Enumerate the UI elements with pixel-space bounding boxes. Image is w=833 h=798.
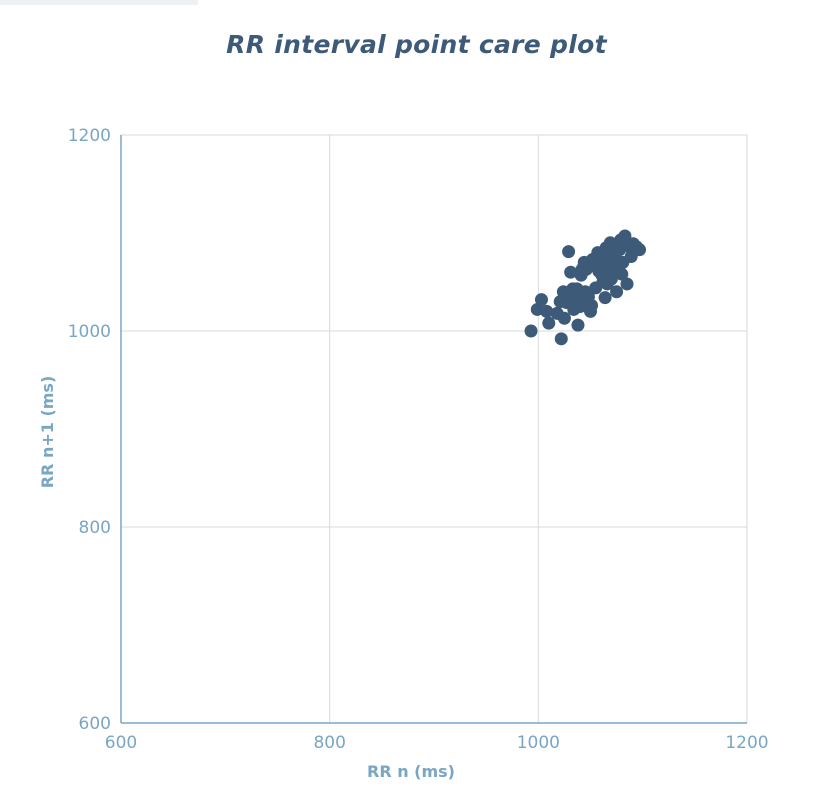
data-point	[620, 277, 634, 291]
data-point	[557, 311, 571, 325]
y-tick-label: 1000	[68, 322, 111, 342]
data-point	[564, 265, 578, 279]
data-point	[633, 243, 647, 257]
data-point	[603, 236, 617, 250]
grid-layer	[121, 134, 748, 723]
data-point	[524, 324, 538, 338]
data-point	[570, 282, 584, 296]
data-point	[618, 229, 632, 243]
y-tick-label: 800	[79, 518, 111, 538]
data-point	[579, 262, 593, 276]
x-axis-label: RR n (ms)	[367, 762, 455, 781]
x-tick-label: 1000	[517, 733, 560, 753]
y-tick-label: 600	[79, 714, 111, 734]
data-point	[589, 281, 603, 295]
data-point	[571, 318, 585, 332]
data-point	[534, 293, 548, 307]
data-point	[554, 332, 568, 346]
x-tick-label: 800	[313, 733, 345, 753]
data-point	[540, 304, 554, 318]
data-point	[585, 299, 599, 313]
axis-layer	[120, 135, 747, 724]
point-layer	[524, 229, 647, 346]
x-tick-label: 1200	[725, 733, 768, 753]
chart-title: RR interval point care plot	[226, 30, 607, 59]
data-point	[562, 245, 576, 259]
data-point	[615, 267, 629, 281]
x-tick-label: 600	[105, 733, 137, 753]
tick-layer: 600 800 1000 1200 600 800 1000 1200	[68, 126, 769, 753]
y-axis-label: RR n+1 (ms)	[38, 376, 57, 489]
data-point	[598, 291, 612, 305]
y-tick-label: 1200	[68, 126, 111, 146]
data-point	[610, 285, 624, 299]
data-point	[542, 316, 556, 330]
top-tab-strip	[0, 0, 198, 5]
